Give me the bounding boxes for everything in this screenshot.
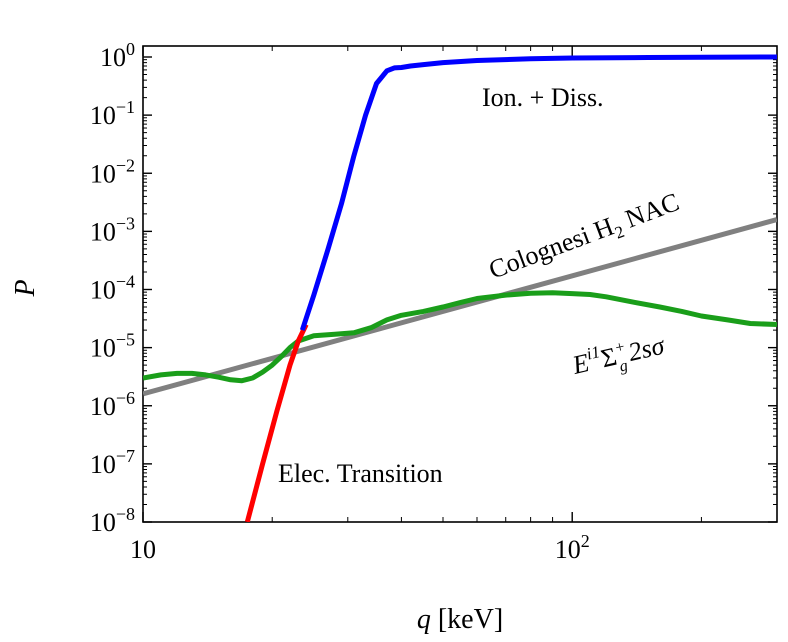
state-label-e-sup: i1 — [585, 342, 602, 363]
x-tick-mantissa: 10 — [555, 535, 581, 564]
y-tick-mantissa: 10 — [90, 334, 116, 363]
axis-ticks — [142, 46, 777, 523]
y-tick-mantissa: 10 — [90, 101, 116, 130]
x-axis-label: q [keV] — [417, 604, 503, 635]
y-tick-exponent: −4 — [116, 272, 135, 292]
y-tick-label: 10−8 — [90, 504, 135, 537]
plot-frame — [142, 45, 778, 523]
y-tick-label: 10−6 — [90, 388, 135, 421]
x-axis-label-unit: [keV] — [438, 604, 503, 635]
y-tick-mantissa: 10 — [90, 159, 116, 188]
y-tick-exponent: −7 — [116, 446, 135, 466]
colognesi-label-main: Colognesi H — [485, 212, 618, 285]
colognesi-label-tail: NAC — [615, 187, 683, 236]
y-tick-exponent: 0 — [126, 39, 135, 59]
ion-diss-label: Ion. + Diss. — [482, 83, 604, 112]
y-tick-mantissa: 10 — [90, 217, 116, 246]
x-axis-label-space — [431, 604, 438, 635]
state-label-sigma-sup: + — [613, 338, 627, 357]
y-tick-exponent: −5 — [116, 330, 135, 350]
y-tick-label: 10−4 — [90, 272, 135, 305]
state-label-sigma: Σ — [598, 342, 619, 374]
y-tick-exponent: −1 — [116, 97, 135, 117]
state-label-e: E — [569, 348, 592, 380]
y-tick-mantissa: 10 — [90, 276, 116, 305]
x-tick-mantissa: 10 — [130, 535, 156, 564]
series-line-elec-transition — [244, 323, 309, 522]
series-line-colognesi-h2-nac — [143, 217, 777, 397]
y-tick-exponent: −6 — [116, 388, 135, 408]
y-tick-exponent: −8 — [116, 504, 135, 524]
y-tick-mantissa: 10 — [100, 43, 126, 72]
y-tick-label: 10−3 — [90, 213, 135, 246]
y-tick-label: 100 — [100, 39, 135, 72]
y-tick-mantissa: 10 — [90, 508, 116, 537]
y-tick-mantissa: 10 — [90, 450, 116, 479]
x-tick-exponent: 2 — [581, 531, 590, 551]
series-line-e-i1-g-2s — [143, 290, 777, 384]
state-label: Ei1Σ+g2sσ — [568, 327, 669, 385]
series-group — [143, 54, 777, 522]
y-axis-label: P — [10, 279, 41, 297]
y-tick-exponent: −2 — [116, 155, 135, 175]
y-tick-label: 10−2 — [90, 155, 135, 188]
elec-transition-label: Elec. Transition — [278, 459, 443, 488]
x-tick-label: 102 — [555, 531, 590, 564]
y-tick-exponent: −3 — [116, 213, 135, 233]
state-label-tail: 2sσ — [625, 330, 668, 367]
y-tick-label: 10−1 — [90, 97, 135, 130]
x-tick-label: 10 — [130, 535, 156, 564]
y-tick-mantissa: 10 — [90, 392, 116, 421]
y-tick-label: 10−7 — [90, 446, 135, 479]
series-line-ion-diss — [299, 54, 777, 331]
x-axis-label-var: q — [417, 604, 431, 635]
y-tick-label: 10−5 — [90, 330, 135, 363]
state-label-sigma-sub: g — [618, 357, 630, 375]
